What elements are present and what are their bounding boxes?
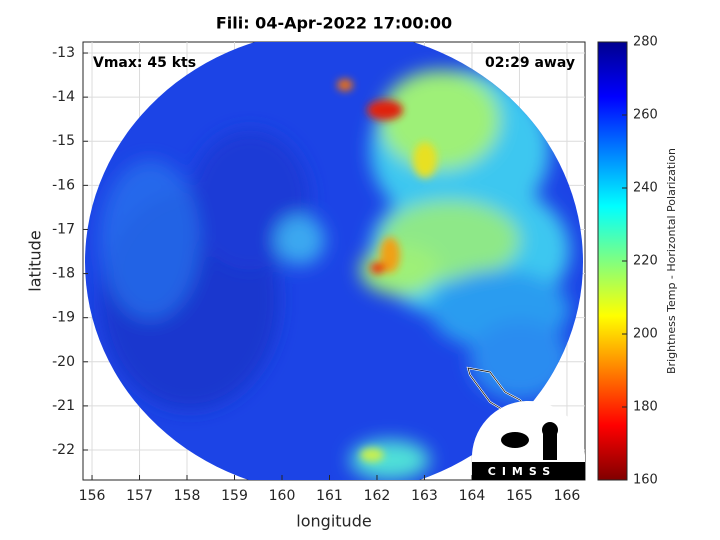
colorbar-tick-label: 240 — [633, 181, 658, 196]
swath-image — [85, 42, 583, 480]
colorbar-tick-label: 200 — [633, 327, 658, 342]
colorbar-tick-label: 220 — [633, 254, 658, 269]
colorbar-label: Brightness Temp - Horizontal Polarizatio… — [665, 148, 678, 374]
logo-text: CIMSS — [488, 465, 556, 478]
y-tick-label: -20 — [52, 354, 75, 370]
x-tick-label: 161 — [316, 488, 343, 504]
x-tick-label: 165 — [506, 488, 533, 504]
colorbar-tick-label: 280 — [633, 35, 658, 50]
colorbar-tick-label: 180 — [633, 400, 658, 415]
x-tick-label: 166 — [554, 488, 581, 504]
x-tick-label: 158 — [174, 488, 201, 504]
y-tick-label: -19 — [52, 310, 75, 326]
x-tick-label: 156 — [79, 488, 106, 504]
colorbar-tick-label: 260 — [633, 108, 658, 123]
y-tick-label: -18 — [52, 266, 75, 282]
logo: CIMSS — [471, 400, 585, 480]
y-tick-label: -14 — [52, 89, 75, 105]
y-tick-label: -15 — [52, 133, 75, 149]
y-tick-label: -13 — [52, 45, 75, 61]
x-tick-label: 159 — [221, 488, 248, 504]
chart-title: Fili: 04-Apr-2022 17:00:00 — [216, 14, 452, 33]
annotation: Vmax: 45 kts — [93, 55, 196, 71]
y-tick-label: -17 — [52, 221, 75, 237]
y-tick-label: -16 — [52, 177, 75, 193]
colorbar-tick-label: 160 — [633, 473, 658, 488]
convective-cells — [337, 79, 437, 462]
y-tick-label: -22 — [52, 442, 75, 458]
x-tick-label: 164 — [459, 488, 486, 504]
x-axis-label: longitude — [296, 512, 371, 531]
x-tick-label: 162 — [364, 488, 391, 504]
axes: 156 157 158 159 160 161 162 163 164 165 166 -13 -14 -… — [52, 45, 580, 504]
y-tick-label: -21 — [52, 398, 75, 414]
annotation: 02:29 away — [485, 55, 575, 71]
cloud-field — [100, 70, 570, 480]
x-tick-label: 160 — [269, 488, 296, 504]
x-tick-label: 157 — [126, 488, 153, 504]
y-axis-label: latitude — [26, 230, 45, 291]
x-tick-label: 163 — [411, 488, 438, 504]
